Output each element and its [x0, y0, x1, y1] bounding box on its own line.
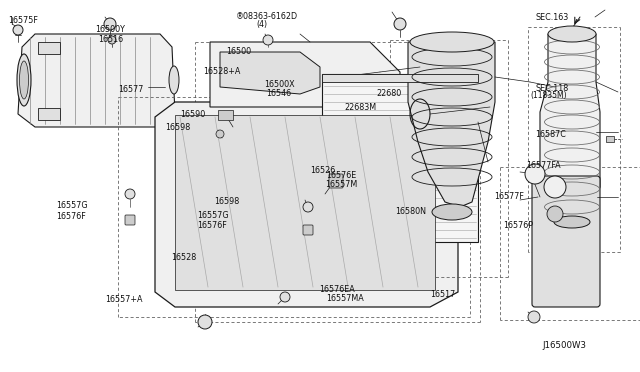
Text: 16598: 16598 — [165, 124, 190, 132]
Text: 16577FA: 16577FA — [526, 161, 561, 170]
Bar — [322, 74, 478, 82]
Text: 16516: 16516 — [99, 35, 124, 44]
Bar — [38, 108, 60, 120]
Text: 16528: 16528 — [172, 253, 196, 262]
Ellipse shape — [547, 206, 563, 222]
Text: 16557M: 16557M — [325, 180, 357, 189]
Circle shape — [280, 292, 290, 302]
Text: 16575F: 16575F — [8, 16, 38, 25]
Bar — [218, 110, 233, 120]
FancyBboxPatch shape — [532, 176, 600, 307]
Text: 22683M: 22683M — [344, 103, 376, 112]
Circle shape — [198, 315, 212, 329]
FancyBboxPatch shape — [125, 215, 135, 225]
Text: (11835M): (11835M) — [530, 92, 566, 100]
Circle shape — [108, 36, 116, 44]
Bar — [322, 74, 478, 242]
Circle shape — [303, 202, 313, 212]
Text: SEC.118: SEC.118 — [535, 84, 568, 93]
Ellipse shape — [554, 216, 590, 228]
Bar — [175, 115, 435, 290]
Circle shape — [525, 164, 545, 184]
Circle shape — [13, 25, 23, 35]
Circle shape — [216, 130, 224, 138]
Bar — [606, 136, 614, 142]
Polygon shape — [18, 34, 175, 127]
Text: 16557+A: 16557+A — [106, 295, 143, 304]
Text: 16598: 16598 — [214, 197, 239, 206]
Text: (4): (4) — [256, 20, 267, 29]
Circle shape — [394, 18, 406, 30]
Ellipse shape — [548, 26, 596, 42]
Text: 16528+A: 16528+A — [204, 67, 241, 76]
Text: 16500X: 16500X — [264, 80, 294, 89]
Text: 16576EA: 16576EA — [319, 285, 355, 294]
Text: 16576F: 16576F — [197, 221, 227, 230]
Ellipse shape — [17, 54, 31, 106]
Text: 22680: 22680 — [376, 89, 401, 98]
Text: J16500W3: J16500W3 — [543, 341, 587, 350]
Text: 16577F: 16577F — [494, 192, 524, 201]
Text: 16526: 16526 — [310, 166, 335, 175]
Ellipse shape — [410, 32, 494, 52]
Text: 16546: 16546 — [266, 89, 291, 97]
Text: 16576P: 16576P — [503, 221, 533, 230]
Circle shape — [125, 189, 135, 199]
Ellipse shape — [544, 176, 566, 198]
Text: 16517: 16517 — [430, 290, 455, 299]
Polygon shape — [408, 42, 495, 207]
Text: 16580N: 16580N — [396, 207, 426, 216]
Bar — [38, 42, 60, 54]
Text: 16557MA: 16557MA — [326, 294, 364, 303]
Polygon shape — [540, 34, 600, 224]
FancyBboxPatch shape — [303, 225, 313, 235]
Text: 16577: 16577 — [118, 85, 144, 94]
Ellipse shape — [169, 66, 179, 94]
Text: 16576E: 16576E — [326, 171, 356, 180]
Polygon shape — [220, 52, 320, 94]
Text: 16590: 16590 — [180, 110, 205, 119]
Text: 16557G: 16557G — [197, 211, 228, 219]
Text: 16587C: 16587C — [535, 130, 566, 139]
Ellipse shape — [19, 61, 29, 99]
Ellipse shape — [432, 204, 472, 220]
Text: 16500Y: 16500Y — [95, 25, 125, 33]
Circle shape — [104, 18, 116, 30]
Text: 16500: 16500 — [226, 47, 251, 56]
Polygon shape — [210, 42, 400, 107]
Circle shape — [528, 311, 540, 323]
Text: SEC.163: SEC.163 — [535, 13, 568, 22]
FancyBboxPatch shape — [329, 174, 343, 188]
Circle shape — [263, 35, 273, 45]
Polygon shape — [155, 102, 458, 307]
Text: ®08363-6162D: ®08363-6162D — [236, 12, 298, 21]
Text: 16557G: 16557G — [56, 201, 88, 210]
Text: 16576F: 16576F — [56, 212, 86, 221]
